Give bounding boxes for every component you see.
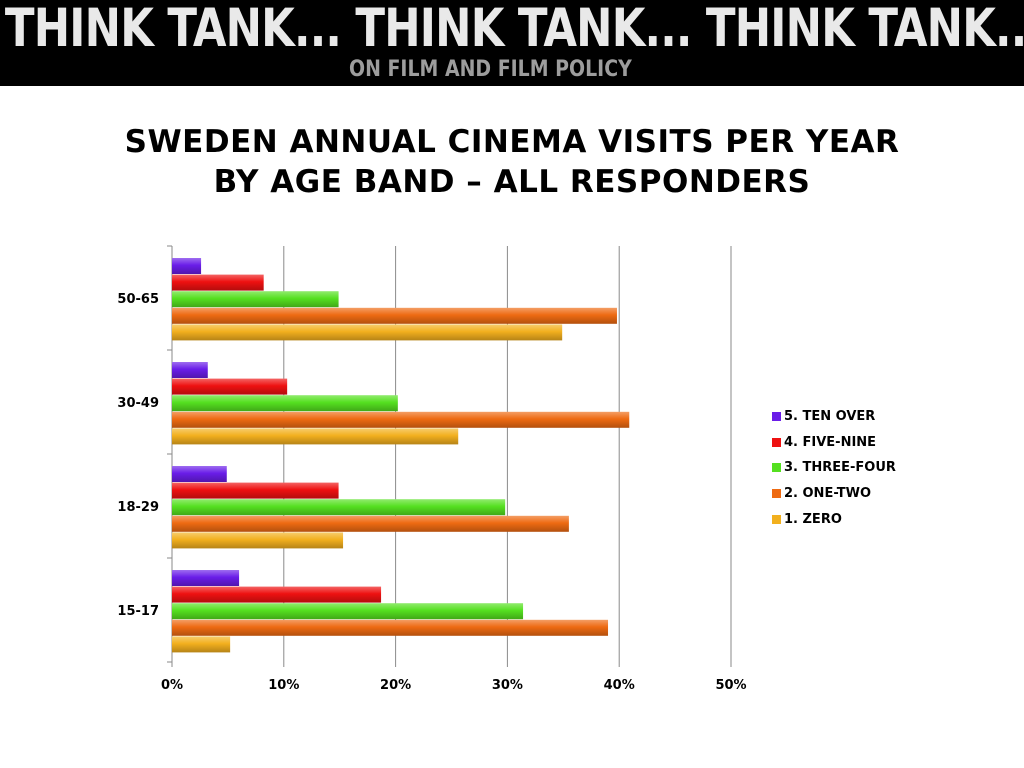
banner-headline: THINK TANK... THINK TANK... THINK TANK..… [0, 0, 1024, 58]
bar [172, 307, 617, 324]
bar [172, 274, 264, 291]
bar [172, 603, 524, 620]
x-tick-label: 0% [161, 678, 183, 693]
x-tick-label: 30% [492, 678, 523, 693]
x-tick-label: 40% [604, 678, 635, 693]
y-tick-label: 50-65 [117, 292, 159, 307]
legend-item: 1. ZERO [772, 506, 972, 532]
legend-label: 5. TEN OVER [784, 409, 876, 425]
bar [172, 586, 382, 603]
bar [172, 378, 288, 395]
x-tick-label: 10% [268, 678, 299, 693]
bar [172, 636, 231, 653]
x-tick-label: 20% [380, 678, 411, 693]
y-tick-label: 18-29 [117, 500, 159, 515]
banner-headline-text: THINK TANK... THINK TANK... THINK TANK..… [4, 0, 1024, 58]
bar [172, 619, 609, 636]
bar [172, 428, 459, 445]
y-tick-label: 15-17 [117, 604, 159, 619]
bar [172, 411, 630, 428]
banner-subtitle: ON FILM AND FILM POLICY [349, 57, 632, 82]
bar [172, 570, 240, 586]
bar [172, 515, 569, 532]
legend-item: 2. ONE-TWO [772, 481, 972, 507]
x-tick-label: 50% [715, 678, 746, 693]
bar [172, 532, 344, 549]
chart-title-line-1: SWEDEN ANNUAL CINEMA VISITS PER YEAR [124, 124, 900, 160]
legend-swatch [772, 514, 781, 524]
legend-item: 5. TEN OVER [772, 404, 972, 430]
bar [172, 258, 202, 274]
y-tick-label: 30-49 [117, 396, 159, 411]
bar [172, 324, 563, 341]
legend-label: 4. FIVE-NINE [784, 434, 877, 450]
chart-legend: 5. TEN OVER 4. FIVE-NINE 3. THREE-FOUR 2. O… [772, 404, 972, 532]
bar [172, 395, 398, 412]
legend-swatch [772, 412, 781, 422]
bar [172, 482, 339, 499]
chart-title-line-2: BY AGE BAND – ALL RESPONDERS [213, 164, 811, 200]
legend-label: 2. ONE-TWO [784, 486, 872, 502]
legend-label: 1. ZERO [784, 511, 842, 527]
bar [172, 499, 506, 516]
legend-swatch [772, 437, 781, 447]
bar [172, 362, 208, 378]
legend-label: 3. THREE-FOUR [784, 460, 896, 476]
legend-swatch [772, 463, 781, 473]
chart-title: SWEDEN ANNUAL CINEMA VISITS PER YEAR BY … [0, 122, 1024, 202]
legend-item: 4. FIVE-NINE [772, 430, 972, 456]
banner: THINK TANK... THINK TANK... THINK TANK..… [0, 0, 1024, 86]
legend-swatch [772, 489, 781, 499]
bar [172, 291, 339, 308]
bar [172, 466, 227, 482]
legend-item: 3. THREE-FOUR [772, 455, 972, 481]
